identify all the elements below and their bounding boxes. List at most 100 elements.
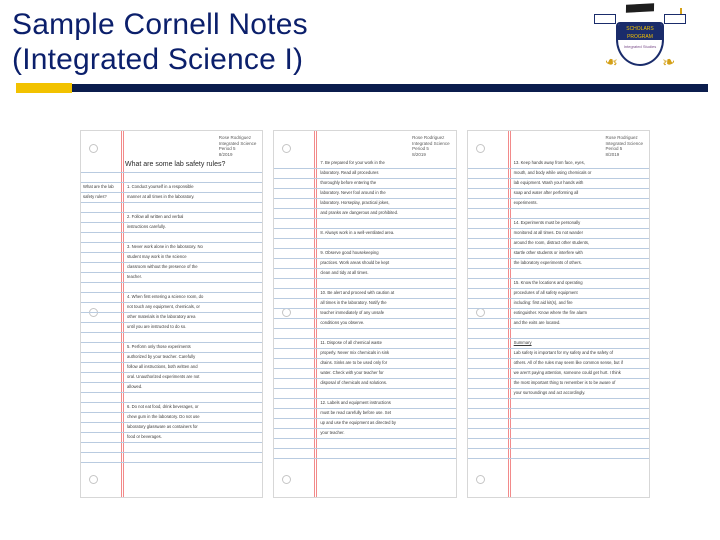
ruled-row: extinguisher. Know where the fire alarm	[468, 309, 649, 319]
note-text: manner at all times in the laboratory.	[127, 194, 258, 199]
logo-shield-body: Integrated Studies	[618, 40, 662, 66]
note-text: around the room, distract other students…	[514, 240, 645, 245]
note-text: until you are instructed to do so.	[127, 324, 258, 329]
note-text: drains. Sinks are to be used only for	[320, 360, 451, 365]
ruled-row: laboratory. Read all procedures	[274, 169, 455, 179]
note-text: laboratory. Read all procedures	[320, 170, 451, 175]
note-text: laboratory. Never fool around in the	[320, 190, 451, 195]
note-text: 15. Know the locations and operating	[514, 280, 645, 285]
ruled-lines: 13. Keep hands away from face, eyes, mout…	[468, 159, 649, 497]
ruled-row	[468, 429, 649, 439]
ruled-row: disposal of chemicals and solutions.	[274, 379, 455, 389]
ruled-row: teacher immediately of any unsafe	[274, 309, 455, 319]
ruled-row: water. Check with your teacher for	[274, 369, 455, 379]
ruled-row: drains. Sinks are to be used only for	[274, 359, 455, 369]
page-header-info: Rose RodriguezIntegrated SciencePeriod 5…	[412, 135, 450, 157]
note-text: student may work in the science	[127, 254, 258, 259]
ruled-row: soap and water after performing all	[468, 189, 649, 199]
ruled-row: not touch any equipment, chemicals, or	[81, 303, 262, 313]
note-text: 3. Never work alone in the laboratory. N…	[127, 244, 258, 249]
note-text: 2. Follow all written and verbal	[127, 214, 258, 219]
note-text: lab equipment. Wash your hands with	[514, 180, 645, 185]
note-text: 6. Do not eat food, drink beverages, or	[127, 404, 258, 409]
ruled-row: lab equipment. Wash your hands with	[468, 179, 649, 189]
note-text: and the exits are located.	[514, 320, 645, 325]
ruled-row: including: first aid kit(s), and fire	[468, 299, 649, 309]
ruled-row: clean and tidy at all times.	[274, 269, 455, 279]
ruled-row	[274, 279, 455, 289]
logo-shield-title: SCHOLARS PROGRAM	[618, 24, 662, 40]
ruled-row: until you are instructed to do so.	[81, 323, 262, 333]
note-text: disposal of chemicals and solutions.	[320, 380, 451, 385]
laurel-left-icon: ❧	[598, 51, 619, 74]
note-text: food or beverages.	[127, 434, 258, 439]
note-text: 10. Be alert and proceed with caution at	[320, 290, 451, 295]
note-text: procedures of all safety equipment	[514, 290, 645, 295]
summary-heading: Summary	[514, 340, 645, 345]
note-text: not touch any equipment, chemicals, or	[127, 304, 258, 309]
note-text: properly. Never mix chemicals in sink	[320, 350, 451, 355]
ruled-row: conditions you observe.	[274, 319, 455, 329]
ruled-row: and pranks are dangerous and prohibited.	[274, 209, 455, 219]
ruled-row	[274, 449, 455, 459]
note-text: 8. Always work in a well-ventilated area…	[320, 230, 451, 235]
ruled-row: 8. Always work in a well-ventilated area…	[274, 229, 455, 239]
note-text: practices. Work areas should be kept	[320, 260, 451, 265]
ruled-row: 14. Experiments must be personally	[468, 219, 649, 229]
binder-hole	[476, 144, 485, 153]
ruled-row: allowed.	[81, 383, 262, 393]
summary-text: your surroundings and act accordingly.	[514, 390, 645, 395]
ruled-row: safety rules?manner at all times in the …	[81, 193, 262, 203]
note-text: 7. Be prepared for your work in the	[320, 160, 451, 165]
essential-question: What are some lab safety rules?	[125, 161, 225, 168]
ruled-row: we aren't paying attention, someone coul…	[468, 369, 649, 379]
ruled-row: mouth, and body while using chemicals or	[468, 169, 649, 179]
note-text: 13. Keep hands away from face, eyes,	[514, 160, 645, 165]
ruled-row	[81, 333, 262, 343]
note-text: experiments.	[514, 200, 645, 205]
ruled-row	[274, 219, 455, 229]
note-text: laboratory. Horseplay, practical jokes,	[320, 200, 451, 205]
ruled-row	[81, 283, 262, 293]
note-text: instructions carefully.	[127, 224, 258, 229]
ruled-row	[468, 209, 649, 219]
page-header-info: Rose RodriguezIntegrated SciencePeriod 5…	[605, 135, 643, 157]
ruled-row: chew gum in the laboratory. Do not use	[81, 413, 262, 423]
note-text: startle other students or interfere with	[514, 250, 645, 255]
ruled-row: practices. Work areas should be kept	[274, 259, 455, 269]
ruled-row: 11. Dispose of all chemical waste	[274, 339, 455, 349]
ruled-row	[468, 449, 649, 459]
summary-text: the most important thing to remember is …	[514, 380, 645, 385]
notes-pages-container: Rose RodriguezIntegrated SciencePeriod 5…	[80, 130, 650, 498]
ruled-row: instructions carefully.	[81, 223, 262, 233]
note-text: authorized by your teacher. Carefully	[127, 354, 258, 359]
ruled-row: 9. Observe good housekeeping	[274, 249, 455, 259]
note-text: thoroughly before entering the	[320, 180, 451, 185]
ruled-row: experiments.	[468, 199, 649, 209]
ruled-row	[81, 393, 262, 403]
ruled-row: 3. Never work alone in the laboratory. N…	[81, 243, 262, 253]
note-text: monitored at all times. Do not wander	[514, 230, 645, 235]
note-text: clean and tidy at all times.	[320, 270, 451, 275]
ruled-lines: 7. Be prepared for your work in the labor…	[274, 159, 455, 497]
note-text: other materials in the laboratory area	[127, 314, 258, 319]
ruled-row	[468, 269, 649, 279]
summary-text: others. All of the rules may seem like c…	[514, 360, 645, 365]
ruled-row: laboratory. Horseplay, practical jokes,	[274, 199, 455, 209]
ruled-row	[468, 409, 649, 419]
ruled-row: the most important thing to remember is …	[468, 379, 649, 389]
ruled-row: oral. Unauthorized experiments are not	[81, 373, 262, 383]
ruled-row: authorized by your teacher. Carefully	[81, 353, 262, 363]
note-text: water. Check with your teacher for	[320, 370, 451, 375]
ruled-row: procedures of all safety equipment	[468, 289, 649, 299]
ruled-row	[274, 389, 455, 399]
note-text: follow all instructions, both written an…	[127, 364, 258, 369]
ruled-row: and the exits are located.	[468, 319, 649, 329]
ruled-row	[274, 439, 455, 449]
summary-text: Lab safety is important for my safety an…	[514, 350, 645, 355]
note-text: must be read carefully before use. Set	[320, 410, 451, 415]
logo-shield: SCHOLARS PROGRAM Integrated Studies	[616, 22, 664, 66]
note-text: chew gum in the laboratory. Do not use	[127, 414, 258, 419]
summary-text: we aren't paying attention, someone coul…	[514, 370, 645, 375]
ruled-row: 15. Know the locations and operating	[468, 279, 649, 289]
